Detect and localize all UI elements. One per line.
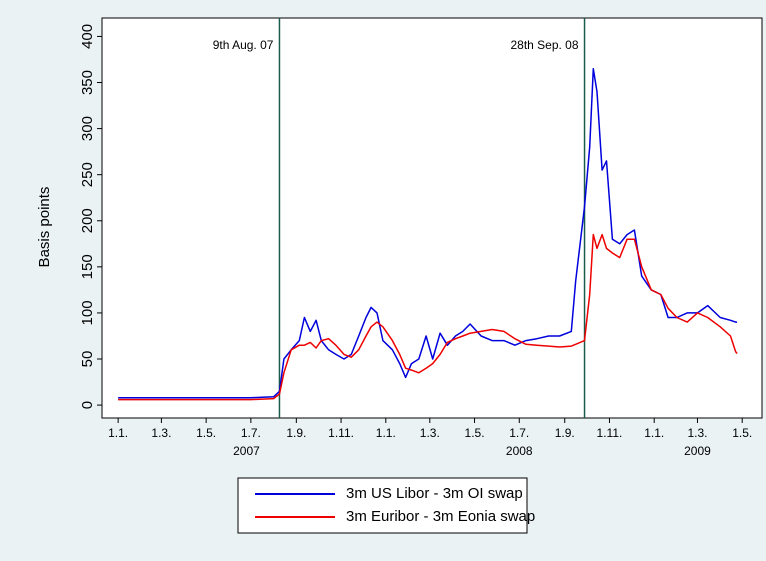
x-tick-label: 1.1. bbox=[644, 426, 664, 440]
y-tick-label: 350 bbox=[79, 70, 96, 95]
year-label: 2007 bbox=[233, 444, 260, 458]
plot-area bbox=[101, 17, 763, 419]
x-tick-label: 1.5. bbox=[196, 426, 216, 440]
legend bbox=[237, 477, 528, 534]
x-tick-label: 1.9. bbox=[555, 426, 575, 440]
y-tick-label: 50 bbox=[79, 351, 96, 368]
series-line bbox=[118, 67, 738, 399]
x-tick-label: 1.3. bbox=[687, 426, 707, 440]
y-tick-label: 100 bbox=[79, 300, 96, 325]
y-tick-label: 400 bbox=[79, 24, 96, 49]
x-tick-label: 1.5. bbox=[732, 426, 752, 440]
year-label: 2008 bbox=[506, 444, 533, 458]
event-label: 9th Aug. 07 bbox=[213, 38, 274, 52]
x-tick-label: 1.3. bbox=[420, 426, 440, 440]
event-label: 28th Sep. 08 bbox=[510, 38, 578, 52]
x-tick-label: 1.1. bbox=[376, 426, 396, 440]
x-tick-label: 1.7. bbox=[241, 426, 261, 440]
legend-label: 3m Euribor - 3m Eonia swap bbox=[346, 508, 535, 525]
x-tick-label: 1.3. bbox=[151, 426, 171, 440]
x-tick-label: 1.11. bbox=[597, 426, 623, 440]
x-tick-label: 1.9. bbox=[286, 426, 306, 440]
series-line bbox=[118, 233, 738, 401]
y-tick-label: 150 bbox=[79, 254, 96, 279]
x-tick-label: 1.5. bbox=[465, 426, 485, 440]
year-label: 2009 bbox=[684, 444, 711, 458]
y-tick-label: 300 bbox=[79, 116, 96, 141]
x-tick-label: 1.7. bbox=[509, 426, 529, 440]
x-tick-label: 1.1. bbox=[108, 426, 128, 440]
y-tick-label: 200 bbox=[79, 208, 96, 233]
x-tick-label: 1.11. bbox=[328, 426, 354, 440]
y-axis-label: Basis points bbox=[36, 187, 53, 268]
y-tick-label: 250 bbox=[79, 162, 96, 187]
y-tick-label: 0 bbox=[79, 401, 96, 409]
legend-label: 3m US Libor - 3m OI swap bbox=[346, 485, 523, 502]
